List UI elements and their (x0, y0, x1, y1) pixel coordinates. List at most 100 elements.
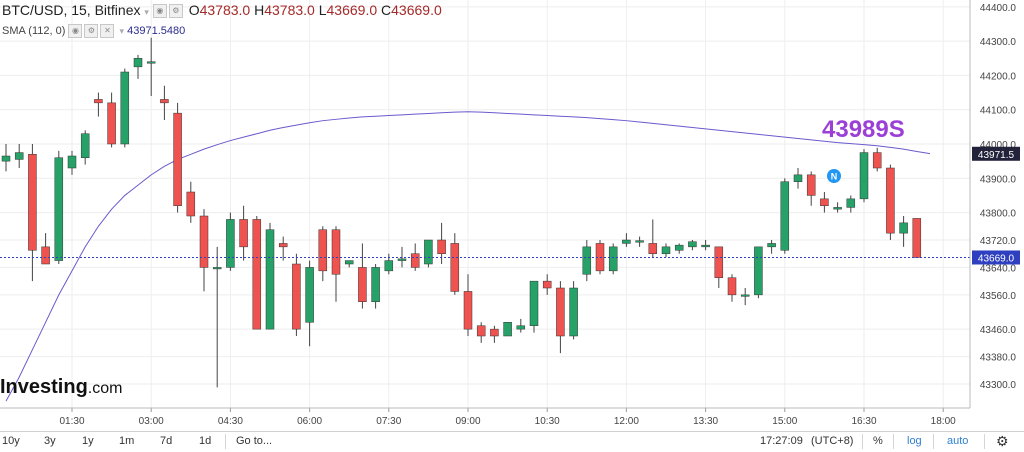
investing-logo: Investing.com (0, 376, 122, 399)
candle-up (833, 207, 842, 210)
toolbar-divider (984, 434, 985, 449)
sma-name: SMA (112, 0) (2, 24, 66, 37)
candle-down (648, 243, 658, 254)
candle-up (529, 280, 539, 326)
chevron-down-icon[interactable]: ▾ (144, 7, 149, 17)
candle-down (28, 154, 37, 251)
candle-up (67, 155, 77, 169)
x-tick-label: 09:00 (455, 416, 480, 427)
price-axis[interactable]: 43300.0 43380.0 43460.0 43560.0 43640.0 43720… (969, 0, 1020, 408)
candle-down (410, 253, 420, 268)
y-tick-label: 44000.0 (980, 140, 1017, 151)
clock: 17:27:09 (760, 435, 803, 447)
x-tick-label: 06:00 (297, 416, 322, 427)
visibility-icon[interactable]: ◉ (68, 24, 83, 38)
news-marker-icon[interactable] (827, 169, 841, 183)
candle-down (806, 174, 816, 196)
last-price-tag-label: 43669.0 (978, 253, 1015, 264)
x-tick-label: 13:30 (693, 416, 718, 427)
candle-up (516, 325, 526, 330)
candle-up (1, 155, 11, 162)
high-label: H (254, 2, 265, 18)
range-7d-button[interactable]: 7d (160, 435, 173, 447)
candle-down (820, 198, 829, 206)
percent-toggle[interactable]: % (873, 435, 883, 447)
y-tick-label: 44300.0 (980, 37, 1017, 48)
candle-up (767, 243, 776, 248)
logo-brand: Investing (0, 376, 88, 398)
candle-up (397, 258, 407, 261)
sma-price-tag-label: 43971.5 (978, 150, 1015, 161)
candle-up (608, 246, 618, 272)
candle-up (503, 322, 512, 337)
candle-down (199, 215, 209, 268)
x-tick-label: 12:00 (614, 416, 639, 427)
visibility-icon[interactable]: ◉ (152, 4, 167, 19)
settings-icon[interactable]: ⚙ (84, 24, 99, 38)
toolbar-divider (933, 434, 934, 449)
candle-up (265, 229, 275, 330)
candle-up (212, 267, 222, 270)
y-tick-label: 43720.0 (980, 236, 1017, 247)
candle-up (80, 133, 90, 158)
candle-down (556, 287, 565, 337)
sma-price-tag (972, 146, 1020, 161)
candle-down (450, 243, 460, 292)
x-tick-label: 03:00 (139, 416, 164, 427)
low-label: L (318, 2, 327, 18)
x-tick-label: 04:30 (218, 416, 243, 427)
y-tick-label: 43380.0 (980, 353, 1017, 364)
settings-icon[interactable]: ⚙ (168, 4, 183, 19)
y-tick-label: 44200.0 (980, 71, 1017, 82)
range-1m-button[interactable]: 1m (119, 435, 135, 447)
news-marker-label: N (831, 172, 838, 182)
toolbar-divider (225, 434, 226, 449)
close-value: 43669.0 (391, 2, 442, 18)
sma-legend: SMA (112, 0) ◉ ⚙ ✕ ▾ 43971.5480 (2, 24, 185, 38)
candle-down (437, 239, 446, 254)
range-1d-button[interactable]: 1d (199, 435, 212, 447)
candle-down (872, 152, 882, 169)
candle-up (344, 260, 354, 265)
candle-up (54, 157, 64, 261)
candle-down (94, 99, 103, 104)
logo-domain: .com (87, 380, 123, 397)
candle-up (793, 174, 803, 182)
chart-legend: BTC/USD, 15, Bitfinex ▾ ◉ ⚙ O43783.0 H437… (2, 2, 442, 19)
candle-down (463, 291, 473, 330)
close-icon[interactable]: ✕ (100, 24, 115, 38)
log-toggle[interactable]: log (907, 435, 922, 447)
candle-up (899, 222, 908, 234)
candle-up (661, 246, 671, 254)
close-label: C (381, 2, 392, 18)
x-tick-label: 07:30 (376, 416, 401, 427)
candle-down (318, 229, 328, 272)
candle-up (384, 260, 394, 272)
sma-line-layer (5, 111, 931, 402)
candle-down (490, 328, 499, 337)
candle-down (714, 246, 724, 278)
candle-down (107, 102, 116, 145)
y-tick-label: 43300.0 (980, 380, 1017, 391)
x-tick-label: 15:00 (772, 416, 797, 427)
candle-down (186, 191, 196, 217)
goto-button[interactable]: Go to... (236, 435, 273, 447)
time-axis[interactable]: 01:30 03:00 04:30 06:00 07:30 09:00 10:30 12:00… (0, 407, 970, 427)
auto-toggle[interactable]: auto (947, 435, 969, 447)
low-value: 43669.0 (326, 2, 378, 18)
x-tick-label: 10:30 (535, 416, 560, 427)
range-10y-button[interactable]: 10y (2, 435, 20, 447)
bottom-toolbar: 10y 3y 1y 1m 7d 1d Go to... 17:27:09 (UT… (0, 431, 1024, 452)
range-1y-button[interactable]: 1y (82, 435, 94, 447)
chevron-down-icon[interactable]: ▾ (119, 25, 125, 36)
timezone-button[interactable]: (UTC+8) (811, 435, 854, 447)
candle-up (14, 152, 24, 160)
gear-icon[interactable]: ⚙ (996, 433, 1009, 449)
price-annotation: 43989S (822, 116, 905, 143)
candle-up (371, 267, 380, 302)
candle-up (701, 244, 710, 248)
candle-down (292, 263, 301, 330)
y-tick-label: 43800.0 (980, 209, 1017, 220)
range-3y-button[interactable]: 3y (44, 435, 56, 447)
